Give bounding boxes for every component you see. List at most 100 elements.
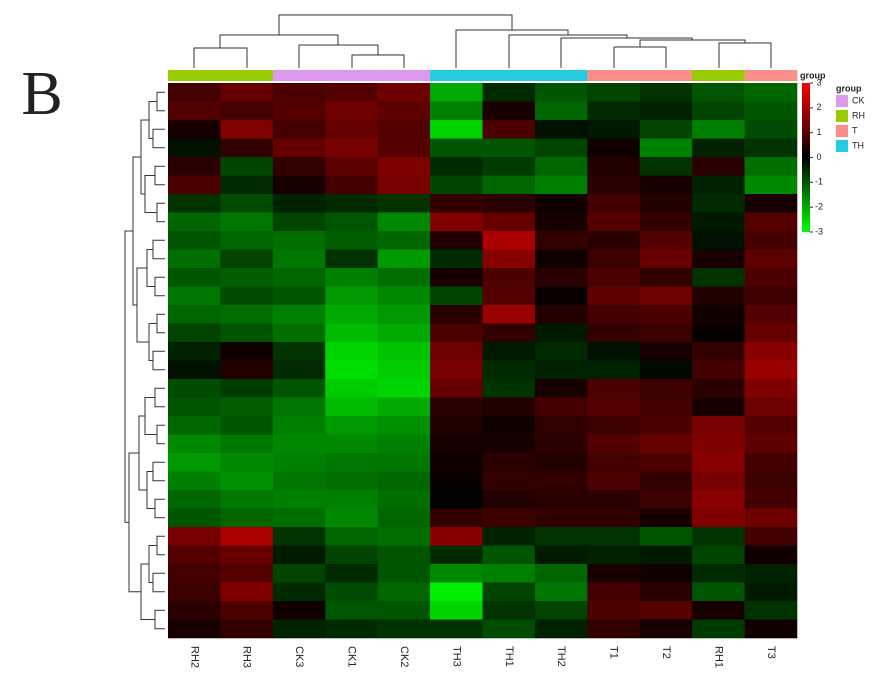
- heatmap-cell: [744, 619, 798, 639]
- row-dendrogram-link: [154, 609, 165, 630]
- heatmap-cell: [534, 249, 588, 269]
- heatmap-cell: [534, 83, 588, 102]
- heatmap-cell: [639, 120, 693, 139]
- heatmap-cell: [272, 83, 326, 102]
- heatmap-cell: [168, 249, 221, 269]
- heatmap-cell: [220, 379, 274, 398]
- heatmap-cell: [377, 120, 431, 139]
- heatmap-cell: [639, 286, 693, 306]
- heatmap-cell: [534, 120, 588, 139]
- heatmap-cell: [639, 397, 693, 417]
- heatmap-cell: [692, 268, 745, 287]
- heatmap-cell: [168, 120, 221, 139]
- heatmap-cell: [744, 342, 798, 361]
- heatmap-cell: [587, 212, 641, 232]
- heatmap-cell: [168, 508, 221, 528]
- heatmap-cell: [430, 194, 483, 213]
- heatmap-cell: [377, 619, 431, 639]
- heatmap-cell: [639, 101, 693, 121]
- column-label: TH2: [555, 646, 567, 667]
- heatmap-cell: [587, 286, 641, 306]
- heatmap-cell: [587, 471, 641, 491]
- heatmap-cell: [272, 231, 326, 250]
- heatmap-cell: [220, 527, 274, 546]
- heatmap-cell: [272, 286, 326, 306]
- row-dendrogram-link: [156, 424, 165, 445]
- heatmap-cell: [168, 434, 221, 454]
- heatmap-cell: [534, 212, 588, 232]
- row-dendrogram-link: [154, 387, 165, 408]
- heatmap-cell: [482, 286, 536, 306]
- heatmap-cell: [377, 564, 431, 583]
- heatmap-cell: [430, 471, 483, 491]
- group-bar: [220, 70, 274, 81]
- heatmap-cell: [220, 138, 274, 158]
- heatmap-cell: [220, 212, 274, 232]
- heatmap-cell: [168, 231, 221, 250]
- row-dendrogram-link: [124, 230, 133, 523]
- heatmap-cell: [587, 305, 641, 324]
- group-bar: [430, 70, 483, 81]
- heatmap-cell: [430, 564, 483, 583]
- row-dendrogram-link: [152, 350, 165, 371]
- heatmap-cell: [534, 360, 588, 380]
- heatmap-cell: [168, 582, 221, 602]
- heatmap-cell: [272, 416, 326, 435]
- legend-swatch: [836, 110, 848, 122]
- row-dendrogram-link: [154, 498, 165, 519]
- heatmap-cell: [482, 120, 536, 139]
- heatmap-cell: [692, 490, 745, 509]
- heatmap-cell: [692, 101, 745, 121]
- column-dendrogram: [193, 14, 772, 68]
- heatmap-cell: [482, 397, 536, 417]
- heatmap-cell: [220, 286, 274, 306]
- heatmap-cell: [220, 120, 274, 139]
- heatmap-cell: [587, 397, 641, 417]
- heatmap-cell: [692, 619, 745, 639]
- heatmap-cell: [587, 619, 641, 639]
- heatmap-cell: [272, 268, 326, 287]
- heatmap-cell: [430, 545, 483, 565]
- heatmap-cell: [692, 434, 745, 454]
- heatmap-cell: [692, 360, 745, 380]
- heatmap-cell: [377, 416, 431, 435]
- heatmap-cell: [430, 323, 483, 343]
- heatmap-cell: [220, 323, 274, 343]
- heatmap-cell: [587, 175, 641, 195]
- heatmap-cell: [482, 138, 536, 158]
- heatmap-cell: [430, 434, 483, 454]
- heatmap-cell: [325, 342, 378, 361]
- group-bar: [744, 70, 798, 81]
- row-dendrogram-link: [146, 471, 155, 509]
- heatmap-cell: [377, 323, 431, 343]
- group-bar: [587, 70, 641, 81]
- heatmap-cell: [325, 601, 378, 620]
- heatmap-cell: [482, 231, 536, 250]
- heatmap-cell: [377, 397, 431, 417]
- heatmap-cell: [587, 453, 641, 472]
- heatmap-cell: [325, 231, 378, 250]
- heatmap-cell: [587, 601, 641, 620]
- heatmap-cell: [639, 601, 693, 620]
- heatmap-cell: [587, 138, 641, 158]
- column-label: RH2: [188, 646, 200, 668]
- row-dendrogram-link: [138, 415, 147, 491]
- row-dendrogram-link: [156, 535, 165, 556]
- group-bar: [692, 70, 745, 81]
- heatmap-cell: [272, 564, 326, 583]
- heatmap-cell: [168, 527, 221, 546]
- heatmap-cell: [272, 619, 326, 639]
- heatmap-cell: [587, 582, 641, 602]
- heatmap-cell: [377, 471, 431, 491]
- heatmap-cell: [377, 342, 431, 361]
- heatmap-cell: [325, 194, 378, 213]
- heatmap-cell: [482, 323, 536, 343]
- heatmap-cell: [639, 360, 693, 380]
- heatmap-cell: [220, 619, 274, 639]
- column-label: CK2: [398, 646, 410, 667]
- heatmap-cell: [744, 138, 798, 158]
- heatmap-cell: [430, 101, 483, 121]
- heatmap-cell: [534, 416, 588, 435]
- heatmap-cell: [692, 249, 745, 269]
- heatmap-cell: [272, 157, 326, 176]
